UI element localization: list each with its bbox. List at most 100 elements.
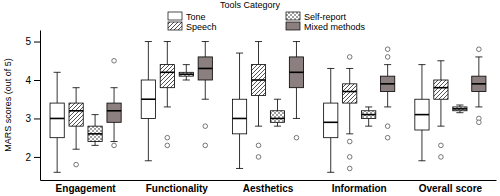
whisker-cap: [293, 41, 300, 42]
y-tick-label: 4: [25, 75, 31, 86]
whisker-cap: [437, 126, 444, 127]
whisker-cap: [183, 64, 190, 65]
box: [232, 99, 246, 134]
lower-whisker: [57, 138, 58, 173]
lower-whisker: [186, 76, 187, 80]
upper-whisker: [114, 88, 115, 103]
whisker-cap: [327, 172, 334, 173]
outlier: [385, 124, 390, 129]
median: [50, 118, 64, 120]
y-tick-mark: [34, 118, 40, 119]
whisker-cap: [418, 160, 425, 161]
box-group: [88, 115, 102, 146]
whisker-cap: [92, 145, 99, 146]
upper-whisker: [148, 42, 149, 80]
whisker-cap: [293, 118, 300, 119]
outlier: [477, 120, 482, 125]
box: [179, 72, 193, 76]
outlier: [347, 55, 352, 60]
x-tick-label: Functionality: [146, 183, 209, 194]
upper-whisker: [478, 57, 479, 76]
box: [381, 76, 395, 91]
box-group: [289, 42, 303, 140]
median: [453, 108, 467, 110]
median: [270, 118, 284, 120]
legend-label: Tone: [186, 12, 206, 22]
whisker-cap: [110, 87, 117, 88]
outlier: [477, 47, 482, 52]
lower-whisker: [258, 95, 259, 126]
whisker-cap: [255, 126, 262, 127]
median: [198, 68, 212, 70]
box: [88, 126, 102, 141]
median: [232, 118, 246, 120]
whisker-cap: [475, 56, 482, 57]
x-tick-label: Engagement: [56, 183, 117, 194]
upper-whisker: [167, 42, 168, 65]
outlier: [347, 166, 352, 171]
upper-whisker: [296, 42, 297, 57]
median: [434, 87, 448, 89]
upper-whisker: [440, 61, 441, 80]
outlier: [294, 135, 299, 140]
whisker-cap: [164, 106, 171, 107]
box: [343, 84, 357, 103]
lower-whisker: [296, 88, 297, 119]
median: [343, 91, 357, 93]
lower-whisker: [148, 118, 149, 160]
legend-swatch: [168, 22, 182, 30]
outlier: [74, 162, 79, 167]
outlier: [112, 58, 117, 63]
box: [50, 103, 64, 138]
median: [472, 83, 486, 85]
lower-whisker: [478, 92, 479, 107]
x-axis-line: [41, 180, 497, 181]
upper-whisker: [76, 88, 77, 103]
box: [289, 57, 303, 88]
y-axis-line: [40, 31, 41, 181]
outlier: [385, 135, 390, 140]
box: [69, 103, 83, 126]
whisker-cap: [365, 126, 372, 127]
box-group: [198, 42, 212, 148]
y-tick-label: 2: [25, 152, 31, 163]
legend-title: Tools Category: [220, 0, 281, 10]
median: [88, 133, 102, 135]
outlier: [439, 155, 444, 160]
outlier: [256, 143, 261, 148]
x-tick-label: Aesthetics: [243, 183, 294, 194]
x-tick: Aesthetics: [243, 180, 294, 194]
whisker-cap: [475, 106, 482, 107]
outlier: [347, 139, 352, 144]
box: [472, 76, 486, 91]
box-group: [232, 53, 246, 168]
box: [160, 65, 174, 88]
y-tick: 3: [25, 113, 40, 124]
whisker-cap: [384, 64, 391, 65]
box: [324, 103, 338, 138]
lower-whisker: [95, 142, 96, 146]
whisker-cap: [346, 133, 353, 134]
upper-whisker: [368, 107, 369, 111]
y-tick-mark: [34, 42, 40, 43]
legend-label: Self-report: [304, 12, 347, 22]
whisker-cap: [274, 126, 281, 127]
upper-whisker: [258, 42, 259, 65]
lower-whisker: [440, 99, 441, 126]
box: [434, 80, 448, 99]
box-group: [179, 65, 193, 80]
x-tick-label: Overall score: [419, 183, 483, 194]
whisker-cap: [164, 41, 171, 42]
median: [107, 110, 121, 112]
whisker-cap: [327, 68, 334, 69]
y-tick-label: 3: [25, 113, 31, 124]
x-tick: Functionality: [146, 180, 209, 194]
whisker-cap: [202, 99, 209, 100]
lower-whisker: [239, 134, 240, 169]
upper-whisker: [205, 42, 206, 57]
outlier: [256, 155, 261, 160]
box: [453, 107, 467, 111]
plot: 2345EngagementFunctionalityAestheticsInf…: [25, 31, 496, 195]
box-group: [472, 47, 486, 125]
whisker-cap: [183, 80, 190, 81]
